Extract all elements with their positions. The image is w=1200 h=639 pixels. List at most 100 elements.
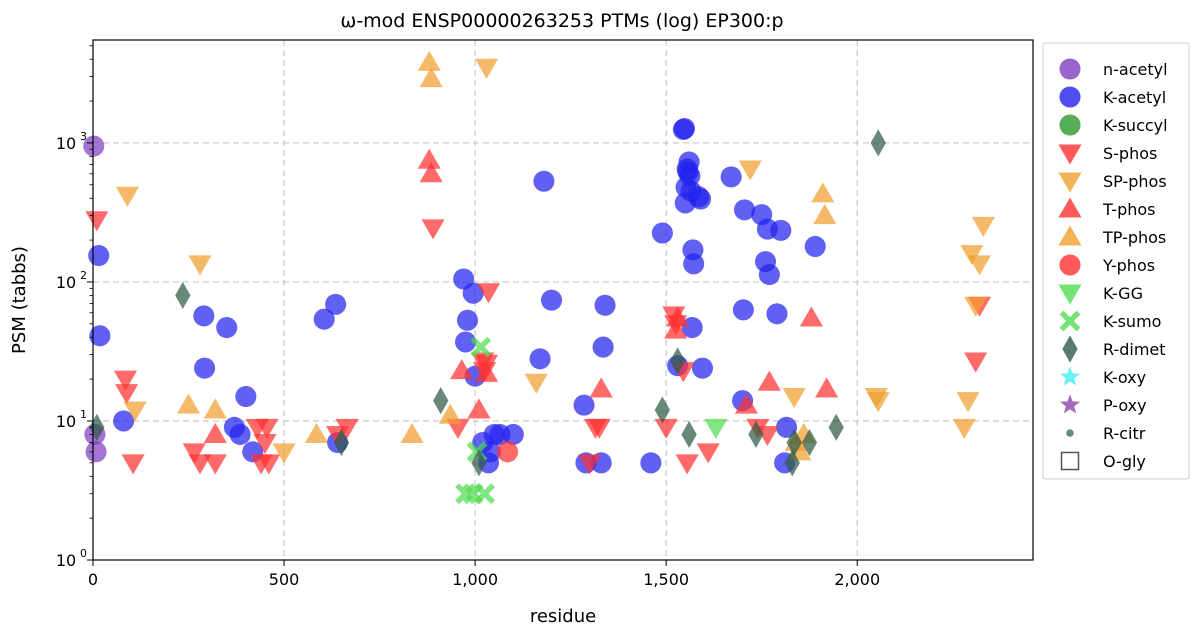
chart-title: ω-mod ENSP00000263253 PTMs (log) EP300:p [340, 10, 783, 32]
data-point-SP-phos [123, 401, 147, 422]
y-axis: 10 0 10 1 10 2 10 3 [56, 45, 93, 570]
x-tick-label: 500 [269, 570, 300, 589]
data-point-R-dimet [681, 420, 697, 449]
data-point-S-phos [446, 418, 470, 439]
legend-marker [1059, 58, 1081, 80]
data-point-K-acetyl [673, 117, 696, 140]
data-point-K-acetyl [89, 325, 111, 347]
legend-label: K-acetyl [1103, 88, 1166, 107]
legend-entry: R-citr [1066, 424, 1146, 443]
data-point-SP-phos [115, 186, 139, 207]
data-point-S-phos [476, 283, 501, 304]
series-S-phos [85, 211, 992, 475]
legend-entry: n-acetyl [1059, 58, 1168, 80]
data-point-SP-phos [524, 373, 548, 394]
legend-label: TP-phos [1102, 228, 1166, 247]
data-point-n-acetyl [83, 135, 105, 157]
data-point-K-acetyl [594, 294, 616, 316]
legend-marker [1058, 225, 1082, 246]
data-point-S-phos [587, 418, 611, 439]
data-point-R-dimet [175, 281, 191, 310]
legend-entry: O-gly [1060, 451, 1146, 471]
data-point-Y-phos [497, 441, 519, 463]
data-point-K-acetyl [540, 289, 563, 311]
legend-marker [1059, 254, 1081, 276]
data-point-R-dimet [333, 428, 350, 457]
legend-label: K-oxy [1103, 368, 1146, 387]
legend-entry: SP-phos [1058, 172, 1167, 193]
series-SP-phos [115, 58, 995, 464]
data-point-K-acetyl [681, 316, 703, 339]
x-tick-label: 1,500 [643, 570, 689, 589]
data-point-K-acetyl [193, 305, 215, 327]
data-point-R-dimet [433, 387, 449, 415]
data-point-SP-phos [188, 255, 212, 276]
legend-label: P-oxy [1103, 396, 1147, 415]
data-point-SP-phos [964, 296, 988, 317]
data-point-K-sumo [474, 483, 496, 505]
y-axis-title: PSM (tabbs) [9, 246, 30, 354]
data-point-SP-phos [967, 255, 992, 276]
series-K-sumo [455, 336, 496, 505]
data-point-K-acetyl [502, 423, 524, 445]
legend-label: K-sumo [1103, 312, 1161, 331]
series-R-dimet [89, 129, 886, 477]
data-point-S-phos [203, 454, 227, 475]
legend-marker [1066, 429, 1074, 437]
data-point-T-phos [419, 162, 443, 183]
data-point-R-dimet [870, 129, 886, 157]
x-tick-label: 0 [88, 570, 98, 589]
legend-label: T-phos [1102, 200, 1156, 219]
data-point-K-acetyl [88, 244, 110, 267]
data-point-S-phos [335, 418, 359, 439]
y-tick-exponent: 2 [80, 269, 87, 282]
data-point-T-phos [734, 393, 758, 414]
data-point-K-acetyl [573, 394, 595, 416]
data-point-R-dimet [801, 428, 818, 457]
data-point-T-phos [475, 361, 499, 382]
data-point-K-acetyl [533, 170, 555, 192]
legend-label: K-succyl [1103, 116, 1168, 135]
legend-entry: K-acetyl [1059, 86, 1166, 108]
data-point-TP-phos [419, 67, 443, 88]
data-point-K-acetyl [770, 219, 792, 241]
legend-marker [1058, 144, 1082, 165]
data-point-SP-phos [866, 392, 890, 413]
x-axis-title: residue [530, 606, 596, 627]
x-axis: 0 500 1,000 1,500 2,000 [88, 560, 880, 589]
data-point-S-phos [255, 418, 279, 439]
x-tick-label: 1,000 [452, 570, 498, 589]
data-point-SP-phos [782, 387, 806, 409]
data-point-SP-phos [960, 245, 984, 266]
data-point-K-acetyl [529, 348, 551, 370]
data-point-K-acetyl [775, 416, 798, 438]
data-point-S-phos [421, 219, 445, 240]
legend-marker [1062, 335, 1078, 363]
data-point-S-phos [578, 454, 602, 475]
y-tick-label: 10 [56, 273, 76, 292]
data-point-T-phos [815, 377, 839, 398]
legend-entry: Y-phos [1059, 254, 1155, 276]
data-point-K-acetyl [691, 357, 714, 379]
data-point-TP-phos [811, 182, 835, 203]
data-point-K-acetyl [733, 199, 756, 221]
legend-entry: P-oxy [1059, 394, 1147, 415]
data-point-S-phos [696, 443, 720, 464]
legend-entry: T-phos [1058, 197, 1156, 219]
data-point-TP-phos [176, 393, 201, 414]
legend-label: O-gly [1103, 452, 1146, 471]
legend-label: SP-phos [1103, 172, 1167, 191]
legend-label: Y-phos [1102, 256, 1155, 275]
y-tick-exponent: 1 [80, 408, 87, 421]
data-point-K-acetyl [720, 166, 742, 188]
legend-marker [1059, 394, 1081, 414]
y-tick-label: 10 [56, 412, 76, 431]
y-tick-exponent: 0 [80, 547, 87, 560]
data-point-K-acetyl [462, 282, 484, 304]
data-point-TP-phos [203, 398, 227, 419]
data-point-S-phos [964, 352, 988, 373]
data-point-SP-phos [956, 392, 980, 413]
data-point-R-dimet [748, 420, 764, 449]
data-point-K-acetyl [216, 316, 238, 339]
data-point-S-phos [654, 418, 678, 439]
